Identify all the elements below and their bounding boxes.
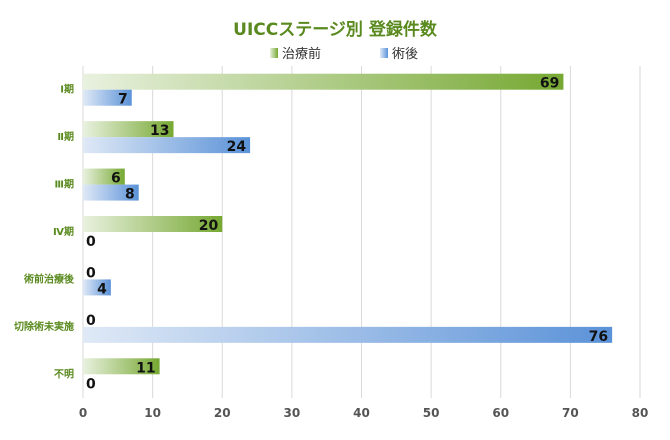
data-label: 20 <box>199 218 219 234</box>
category-label: Ⅱ期 <box>57 130 74 143</box>
x-tick-label: 40 <box>353 406 370 420</box>
x-tick-label: 80 <box>632 406 649 420</box>
data-label: 4 <box>97 281 107 297</box>
x-tick-label: 30 <box>284 406 301 420</box>
bar-post-4 <box>83 279 111 296</box>
data-label: 0 <box>86 376 96 392</box>
category-label: Ⅲ期 <box>55 178 74 191</box>
bar-pre-2 <box>83 168 125 185</box>
x-axis-ticks: 0 10 20 30 40 50 60 70 80 <box>79 406 649 420</box>
x-tick-label: 0 <box>79 406 87 420</box>
category-label: Ⅳ期 <box>53 225 74 238</box>
category-label: 不明 <box>54 368 74 380</box>
x-tick-label: 10 <box>144 406 161 420</box>
x-tick-label: 60 <box>492 406 509 420</box>
data-label: 0 <box>86 234 96 250</box>
bar-post-5 <box>83 326 613 343</box>
legend-swatch-0 <box>270 48 278 58</box>
data-label: 0 <box>86 313 96 329</box>
bar-post-0 <box>83 89 132 106</box>
x-tick-label: 20 <box>214 406 231 420</box>
data-label: 7 <box>118 92 128 108</box>
legend-swatch-1 <box>380 48 388 58</box>
data-label: 76 <box>589 329 608 345</box>
legend-label-0: 治療前 <box>282 46 321 62</box>
x-tick-label: 50 <box>423 406 440 420</box>
data-label: 69 <box>540 76 559 92</box>
data-label: 24 <box>227 139 247 155</box>
legend: 治療前 術後 <box>270 46 418 62</box>
chart-title: UICCステージ別 登録件数 <box>233 19 438 40</box>
category-label: 術前治療後 <box>23 272 75 285</box>
legend-label-1: 術後 <box>392 47 418 62</box>
x-tick-label: 70 <box>562 406 579 420</box>
data-label: 0 <box>86 265 96 281</box>
bar-pre-3 <box>83 216 223 232</box>
data-label: 6 <box>111 171 121 187</box>
data-label: 11 <box>136 360 155 376</box>
category-label: Ⅰ期 <box>60 83 74 96</box>
bar-pre-1 <box>83 121 174 138</box>
bar-post-2 <box>83 184 139 201</box>
data-label: 13 <box>150 123 169 139</box>
bar-pre-6 <box>83 358 160 375</box>
category-label: 切除術未実施 <box>14 320 74 333</box>
bar-post-1 <box>83 137 251 154</box>
bar-pre-0 <box>83 73 564 90</box>
data-label: 8 <box>125 187 135 203</box>
